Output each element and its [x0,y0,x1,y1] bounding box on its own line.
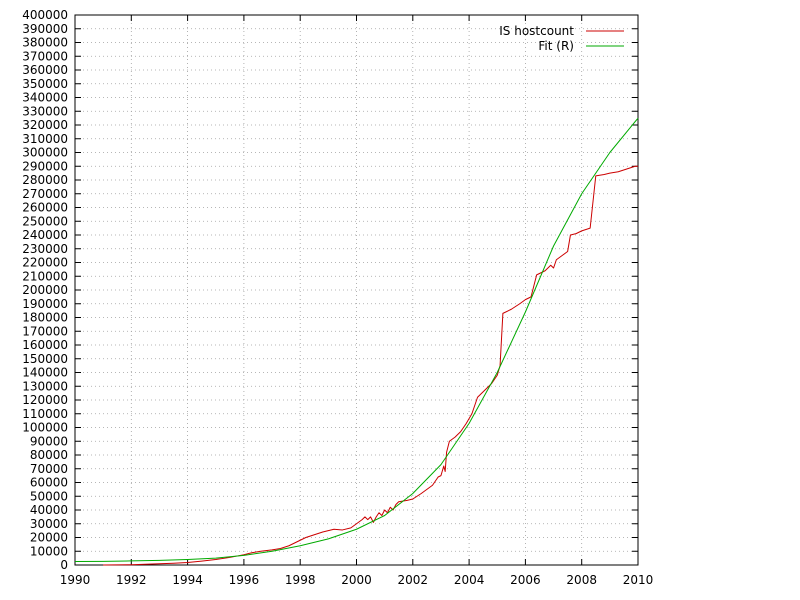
y-tick-label: 130000 [22,379,68,393]
y-tick-label: 140000 [22,366,68,380]
y-tick-label: 380000 [22,36,68,50]
y-tick-label: 170000 [22,324,68,338]
x-tick-label: 2000 [341,573,372,587]
axis-ticks: 1990 1992 1994 1996 1998 2000 2002 2004 2006 2008… [22,8,653,587]
y-tick-label: 280000 [22,173,68,187]
y-tick-label: 60000 [30,476,68,490]
y-tick-label: 370000 [22,49,68,63]
y-tick-label: 30000 [30,517,68,531]
y-tick-label: 0 [60,558,68,572]
y-tick-label: 80000 [30,448,68,462]
y-tick-label: 350000 [22,77,68,91]
y-tick-label: 270000 [22,187,68,201]
legend-label: IS hostcount [499,24,574,38]
y-tick-label: 20000 [30,531,68,545]
y-tick-label: 400000 [22,8,68,22]
x-tick-label: 1994 [172,573,203,587]
y-tick-label: 390000 [22,22,68,36]
y-tick-label: 90000 [30,434,68,448]
y-tick-label: 340000 [22,91,68,105]
y-tick-label: 190000 [22,297,68,311]
y-tick-label: 220000 [22,256,68,270]
y-tick-label: 120000 [22,393,68,407]
y-tick-label: 230000 [22,242,68,256]
y-tick-label: 240000 [22,228,68,242]
y-tick-label: 250000 [22,214,68,228]
legend-label: Fit (R) [538,39,574,53]
y-tick-label: 40000 [30,503,68,517]
x-tick-label: 2004 [454,573,485,587]
grid [75,15,638,565]
y-tick-label: 360000 [22,63,68,77]
y-tick-label: 160000 [22,338,68,352]
y-tick-label: 260000 [22,201,68,215]
x-tick-label: 2010 [623,573,654,587]
y-tick-label: 10000 [30,544,68,558]
x-tick-label: 1996 [229,573,260,587]
x-tick-label: 1992 [116,573,147,587]
y-tick-label: 100000 [22,421,68,435]
y-tick-label: 330000 [22,104,68,118]
y-tick-label: 70000 [30,462,68,476]
y-tick-label: 200000 [22,283,68,297]
x-tick-label: 2006 [510,573,541,587]
x-tick-label: 1998 [285,573,316,587]
series-line-fit-r [74,117,639,563]
y-tick-label: 300000 [22,146,68,160]
series-line-is-hostcount [103,165,638,566]
x-tick-label: 2002 [398,573,429,587]
y-tick-label: 310000 [22,132,68,146]
y-tick-label: 50000 [30,489,68,503]
y-tick-label: 150000 [22,352,68,366]
x-tick-label: 1990 [60,573,91,587]
series-lines [74,117,639,566]
y-tick-label: 210000 [22,269,68,283]
y-tick-label: 180000 [22,311,68,325]
y-tick-label: 110000 [22,407,68,421]
x-tick-label: 2008 [566,573,597,587]
y-tick-label: 290000 [22,159,68,173]
y-tick-label: 320000 [22,118,68,132]
